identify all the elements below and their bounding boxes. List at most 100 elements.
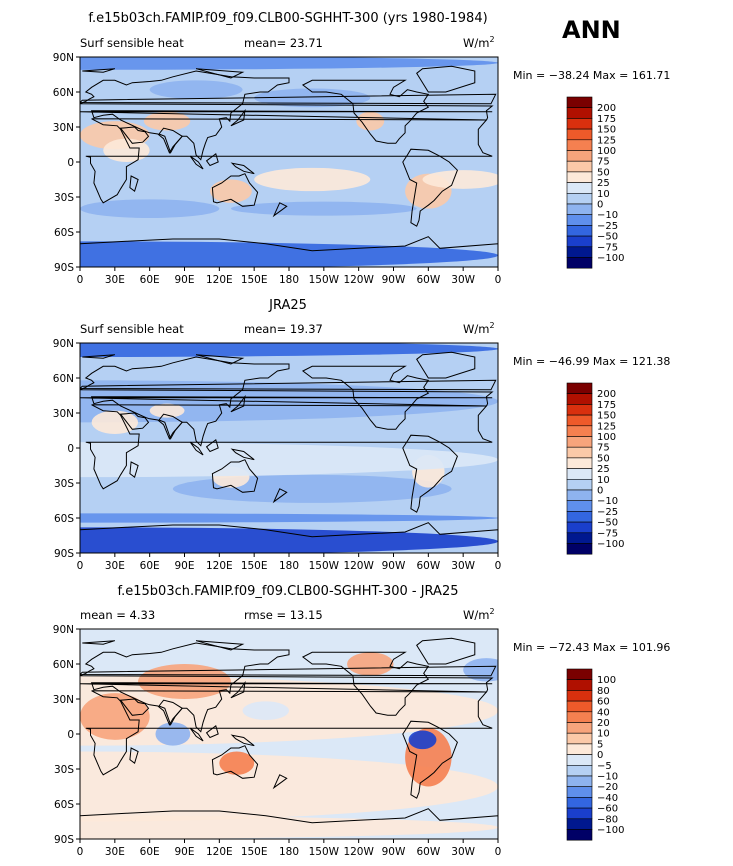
colorbar-label: 125 (597, 421, 616, 432)
field-contour-2 (80, 343, 498, 357)
coastline-14 (129, 461, 139, 479)
colorbar-label: −50 (597, 518, 618, 529)
field-contour-3 (143, 111, 191, 131)
colorbar-box (566, 722, 593, 734)
lat-label: 60S (54, 513, 74, 525)
colorbar-box (566, 246, 593, 258)
map-field (80, 343, 498, 553)
colorbar-label: 0 (597, 486, 603, 497)
lon-label: 120W (343, 846, 374, 858)
lat-label: 30S (54, 478, 74, 490)
coastline-17 (195, 640, 245, 651)
colorbar-box (566, 404, 593, 416)
colorbar-label: 150 (597, 411, 616, 422)
colorbar-box (566, 235, 593, 248)
colorbar-label: 10 (597, 729, 610, 740)
coastline-4 (211, 459, 259, 493)
lon-label: 30W (451, 274, 475, 286)
field-contour-8 (149, 403, 185, 418)
lat-label: 30N (53, 694, 74, 706)
coastline-3 (158, 127, 183, 154)
coastline-13 (80, 665, 497, 677)
colorbar-box (566, 257, 593, 269)
lon-label: 30E (105, 560, 125, 572)
lat-label: 60N (53, 373, 74, 385)
map-field (80, 629, 498, 839)
coastline-1 (85, 690, 493, 776)
coastline-6 (416, 351, 476, 379)
field-contour-3 (80, 380, 498, 423)
colorbar-label: 175 (597, 400, 616, 411)
colorbar-label: 50 (597, 453, 610, 464)
min-max-text: Min = −38.24 Max = 161.71 (513, 69, 670, 82)
field-contour-11 (230, 201, 417, 216)
colorbar-label: 5 (597, 739, 603, 750)
panel-title: JRA25 (268, 298, 307, 313)
lon-label: 150W (309, 560, 340, 572)
lat-label: 30S (54, 764, 74, 776)
coastline-14 (129, 747, 139, 765)
map-field (80, 57, 498, 267)
coastline-15 (272, 488, 288, 504)
lon-label: 180 (279, 274, 299, 286)
coastline-2 (119, 698, 150, 716)
coastline-14 (129, 175, 139, 193)
coastline-10 (205, 152, 219, 167)
field-contour-13 (149, 80, 243, 99)
coastline-5 (301, 79, 430, 144)
colorbar-box (566, 128, 593, 141)
coastline-0 (80, 642, 494, 733)
colorbar-label: 75 (597, 157, 610, 168)
colorbar-label: 20 (597, 718, 610, 729)
colorbar-label: −25 (597, 507, 618, 518)
colorbar-box (566, 818, 593, 830)
colorbar-box (566, 96, 593, 108)
coastline-3 (158, 413, 183, 440)
lon-label: 120E (206, 274, 233, 286)
lon-label: 90W (382, 274, 406, 286)
coastline-13 (80, 93, 497, 105)
coastline-17 (195, 354, 245, 365)
colorbar-box (566, 489, 593, 501)
colorbar-box (566, 521, 593, 534)
coastline-11 (230, 734, 255, 747)
lon-label: 60W (416, 560, 440, 572)
colorbar-label: 40 (597, 707, 610, 718)
lat-label: 0 (67, 729, 74, 741)
field-contour-9 (422, 170, 498, 189)
coastline-17 (195, 68, 245, 79)
colorbar-box (566, 150, 593, 162)
field-background (80, 57, 498, 267)
colorbar-label: 25 (597, 178, 610, 189)
colorbar-label: 0 (597, 200, 603, 211)
colorbar-box (566, 425, 593, 437)
coastline-16 (82, 354, 115, 359)
units-label: W/m2 (463, 607, 495, 622)
units-label: W/m2 (463, 321, 495, 336)
lon-label: 180 (279, 846, 299, 858)
colorbar-label: 10 (597, 189, 610, 200)
lon-label: 150W (309, 274, 340, 286)
lon-label: 120E (206, 560, 233, 572)
variable-label: Surf sensible heat (80, 36, 184, 50)
colorbar-box (566, 193, 593, 205)
coastline-2 (119, 126, 150, 144)
lon-label: 0 (77, 560, 84, 572)
colorbar-box (566, 807, 593, 820)
colorbar-label: 80 (597, 686, 610, 697)
colorbar-box (566, 393, 593, 405)
colorbar-box (566, 500, 593, 512)
lon-label: 60E (140, 274, 160, 286)
variable-label: Surf sensible heat (80, 322, 184, 336)
lat-label: 90S (54, 834, 74, 846)
colorbar-box (566, 668, 593, 680)
lon-label: 30W (451, 846, 475, 858)
coastline-5 (301, 365, 430, 430)
lat-label: 30N (53, 408, 74, 420)
colorbar-box (566, 436, 593, 448)
lon-label: 120E (206, 846, 233, 858)
lon-label: 90E (175, 274, 195, 286)
colorbar-label: −25 (597, 221, 618, 232)
units-label: W/m2 (463, 35, 495, 50)
